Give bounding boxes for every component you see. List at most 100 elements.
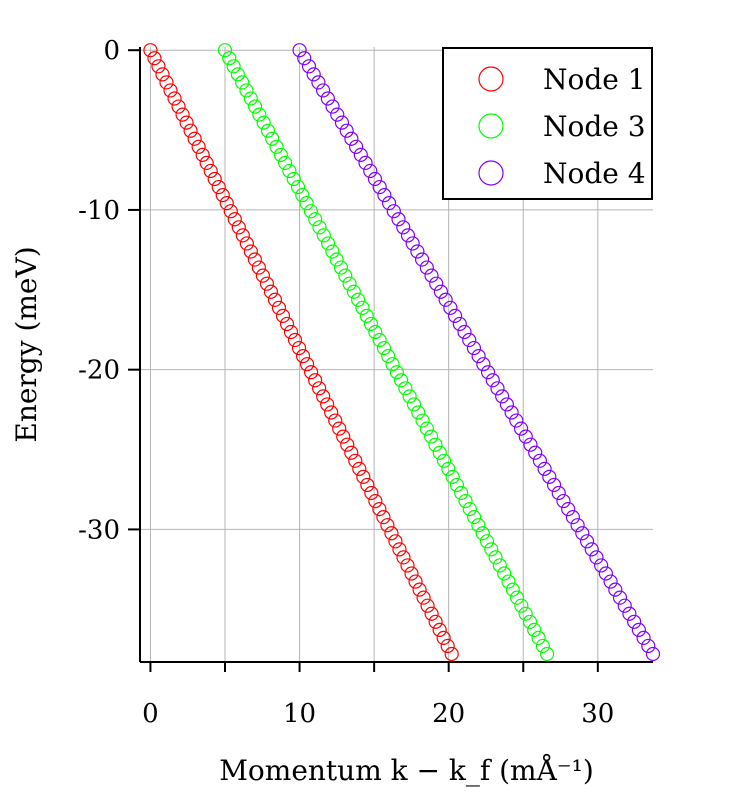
data-point	[556, 493, 571, 509]
data-point	[243, 91, 258, 106]
data-point	[484, 542, 499, 557]
data-point	[432, 622, 447, 637]
data-point	[377, 188, 392, 203]
data-point	[330, 107, 345, 122]
data-point	[222, 51, 237, 66]
data-point	[424, 268, 439, 283]
data-point	[255, 268, 270, 283]
data-point	[400, 558, 415, 573]
data-point	[457, 324, 472, 340]
data-point	[179, 115, 194, 130]
data-point	[263, 284, 279, 299]
data-point	[279, 316, 295, 332]
data-point	[147, 51, 162, 66]
data-point	[627, 614, 642, 629]
data-point	[339, 123, 354, 138]
data-point	[440, 638, 455, 654]
data-point	[380, 518, 395, 533]
data-point	[535, 638, 550, 654]
data-point	[267, 292, 283, 307]
data-point	[286, 171, 301, 187]
data-point	[389, 365, 404, 380]
data-point	[420, 598, 435, 613]
legend-marker	[478, 113, 504, 139]
data-point	[282, 163, 297, 179]
data-point	[579, 534, 595, 549]
data-point	[466, 340, 482, 356]
data-point	[513, 421, 529, 436]
data-point	[187, 131, 202, 146]
data-point	[438, 292, 453, 307]
data-point	[432, 445, 447, 460]
data-point	[372, 502, 387, 517]
data-point	[227, 212, 242, 227]
data-point	[386, 204, 401, 219]
data-point	[443, 300, 458, 315]
data-point	[363, 316, 379, 332]
data-point	[589, 550, 604, 565]
data-point	[211, 179, 226, 195]
y-tick-label: 0	[103, 36, 120, 66]
data-point	[360, 477, 375, 493]
data-point	[381, 349, 396, 364]
data-point	[410, 244, 425, 259]
data-point	[344, 445, 359, 460]
data-point	[199, 155, 214, 171]
data-point	[499, 397, 515, 412]
data-point	[527, 622, 542, 637]
data-point	[364, 485, 379, 501]
data-point	[325, 99, 340, 114]
data-point	[346, 284, 361, 299]
data-point	[452, 316, 467, 332]
data-point	[349, 139, 364, 154]
data-point	[340, 437, 355, 452]
data-point	[290, 179, 306, 195]
data-point	[449, 477, 465, 493]
data-point	[332, 421, 347, 436]
data-point	[328, 413, 343, 428]
data-point	[269, 139, 284, 154]
data-point	[372, 179, 387, 195]
data-point	[608, 582, 623, 597]
data-point	[278, 155, 293, 171]
data-point	[631, 622, 646, 637]
data-point	[471, 349, 486, 364]
data-point	[239, 83, 254, 98]
data-point	[291, 340, 307, 356]
data-point	[336, 429, 351, 444]
data-point	[444, 646, 459, 662]
data-point	[622, 606, 637, 621]
data-point	[344, 131, 359, 146]
x-tick-label: 30	[581, 699, 614, 729]
data-point	[308, 212, 323, 227]
data-point	[324, 405, 339, 420]
data-point	[603, 574, 618, 589]
data-point	[471, 518, 486, 533]
data-point	[479, 534, 495, 549]
data-point	[428, 437, 443, 452]
data-point	[359, 308, 374, 323]
data-point	[304, 365, 319, 380]
data-point	[376, 340, 392, 356]
data-point	[458, 493, 473, 509]
data-point	[295, 349, 311, 364]
data-point	[584, 542, 599, 557]
legend-label: Node 1	[543, 63, 646, 96]
data-point	[143, 43, 158, 58]
data-point	[412, 582, 427, 597]
data-point	[195, 147, 210, 162]
data-point	[363, 163, 378, 179]
data-point	[358, 155, 373, 171]
data-point	[299, 196, 314, 211]
data-point	[368, 324, 383, 340]
data-point	[155, 67, 170, 82]
data-point	[252, 107, 267, 122]
x-tick-label: 0	[142, 699, 159, 729]
data-point	[551, 485, 566, 501]
data-point	[475, 526, 490, 541]
data-point	[485, 373, 500, 388]
data-point	[171, 99, 186, 114]
data-point	[400, 228, 416, 243]
data-point	[528, 445, 543, 460]
